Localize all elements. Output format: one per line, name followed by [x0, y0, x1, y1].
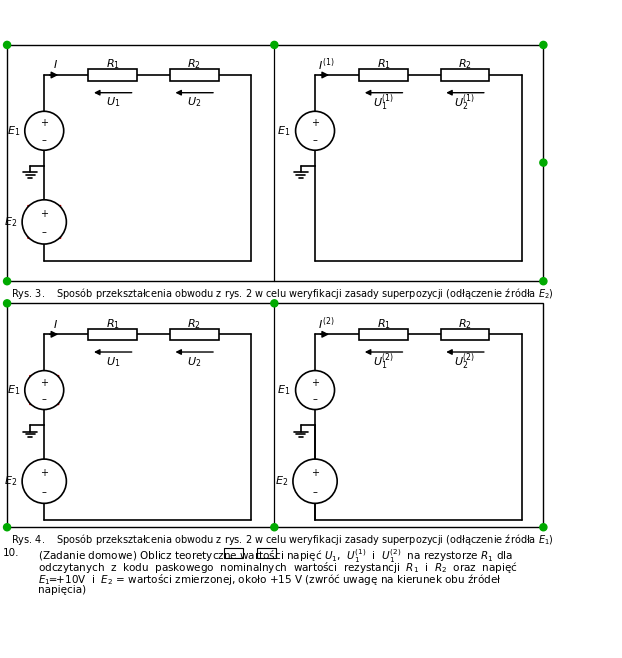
- Circle shape: [22, 200, 67, 244]
- Text: napięcia): napięcia): [25, 585, 86, 595]
- Text: $U_1$: $U_1$: [106, 95, 120, 109]
- Text: $R_2$: $R_2$: [187, 57, 201, 71]
- Text: $R_1$: $R_1$: [377, 316, 391, 330]
- Text: $U_1^{(2)}$: $U_1^{(2)}$: [373, 351, 394, 372]
- Text: $U_2^{(1)}$: $U_2^{(1)}$: [455, 92, 476, 113]
- Text: $E_1$═+10V  i  $E_2$ = wartości zmierzonej, około +15 V (zwróć uwagę na kierunek: $E_1$═+10V i $E_2$ = wartości zmierzonej…: [25, 572, 501, 588]
- Circle shape: [4, 524, 11, 531]
- Bar: [170, 328, 218, 340]
- Text: $E_1$: $E_1$: [7, 124, 20, 138]
- Circle shape: [540, 41, 547, 49]
- Text: Rys. 3.    Sposób przekształcenia obwodu z rys. 2 w celu weryfikacji zasady supe: Rys. 3. Sposób przekształcenia obwodu z …: [11, 286, 554, 301]
- Text: $I^{(2)}$: $I^{(2)}$: [318, 315, 335, 332]
- Text: (Zadanie domowe) Oblicz teoretyczne wartości napięć $U_1$,  $U_1^{(1)}$  i  $U_1: (Zadanie domowe) Oblicz teoretyczne wart…: [25, 547, 513, 565]
- Text: $R_1$: $R_1$: [377, 57, 391, 71]
- Text: $U_2$: $U_2$: [187, 355, 202, 368]
- Text: +: +: [311, 468, 319, 478]
- Text: $R_2$: $R_2$: [458, 57, 472, 71]
- Text: –: –: [42, 487, 47, 497]
- Circle shape: [540, 159, 547, 166]
- Text: +: +: [311, 118, 319, 128]
- Circle shape: [540, 524, 547, 531]
- Bar: [88, 69, 137, 81]
- Circle shape: [4, 278, 11, 285]
- Text: +: +: [40, 118, 49, 128]
- Text: $E_2$: $E_2$: [4, 215, 17, 229]
- Bar: [7, 45, 544, 281]
- Bar: [170, 69, 218, 81]
- Text: $E_2$: $E_2$: [275, 474, 288, 488]
- Text: 10.: 10.: [3, 547, 19, 557]
- Text: –: –: [42, 394, 47, 405]
- Text: $R_1$: $R_1$: [106, 316, 120, 330]
- Circle shape: [25, 111, 63, 150]
- Bar: [257, 547, 276, 558]
- Text: $U_2^{(2)}$: $U_2^{(2)}$: [455, 351, 476, 372]
- Text: $R_2$: $R_2$: [458, 316, 472, 330]
- Circle shape: [271, 300, 278, 307]
- Text: $U_1$: $U_1$: [106, 355, 120, 368]
- Circle shape: [25, 370, 63, 409]
- Circle shape: [4, 41, 11, 49]
- Circle shape: [540, 278, 547, 285]
- Text: $U_1^{(1)}$: $U_1^{(1)}$: [373, 92, 394, 113]
- Text: $I$: $I$: [53, 318, 58, 330]
- Circle shape: [271, 41, 278, 49]
- Bar: [88, 328, 137, 340]
- Text: +: +: [311, 378, 319, 388]
- Text: $E_2$: $E_2$: [4, 474, 17, 488]
- Bar: [7, 303, 544, 527]
- Text: –: –: [42, 135, 47, 145]
- Bar: [360, 328, 408, 340]
- Text: $R_2$: $R_2$: [187, 316, 201, 330]
- Text: –: –: [313, 135, 317, 145]
- Text: $E_1$: $E_1$: [7, 383, 20, 397]
- Text: $R_1$: $R_1$: [106, 57, 120, 71]
- Text: $E_1$: $E_1$: [277, 124, 290, 138]
- Bar: [224, 547, 243, 558]
- Text: +: +: [40, 378, 49, 388]
- Text: +: +: [40, 209, 49, 218]
- Bar: [441, 69, 490, 81]
- Text: $U_2$: $U_2$: [187, 95, 202, 109]
- Text: +: +: [40, 468, 49, 478]
- Bar: [360, 69, 408, 81]
- Circle shape: [22, 459, 67, 503]
- Text: –: –: [313, 487, 317, 497]
- Circle shape: [293, 459, 337, 503]
- Text: –: –: [313, 394, 317, 405]
- Text: odczytanych  z  kodu  paskowego  nominalnych  wartości  rezystancji  $R_1$  i  $: odczytanych z kodu paskowego nominalnych…: [25, 560, 518, 575]
- Circle shape: [295, 111, 335, 150]
- Text: $E_1$: $E_1$: [277, 383, 290, 397]
- Text: Rys. 4.    Sposób przekształcenia obwodu z rys. 2 w celu weryfikacji zasady supe: Rys. 4. Sposób przekształcenia obwodu z …: [11, 532, 554, 547]
- Text: –: –: [42, 228, 47, 238]
- Circle shape: [4, 300, 11, 307]
- Bar: [441, 328, 490, 340]
- Circle shape: [271, 524, 278, 531]
- Text: $I^{(1)}$: $I^{(1)}$: [318, 56, 335, 72]
- Text: $I$: $I$: [53, 59, 58, 70]
- Circle shape: [295, 370, 335, 409]
